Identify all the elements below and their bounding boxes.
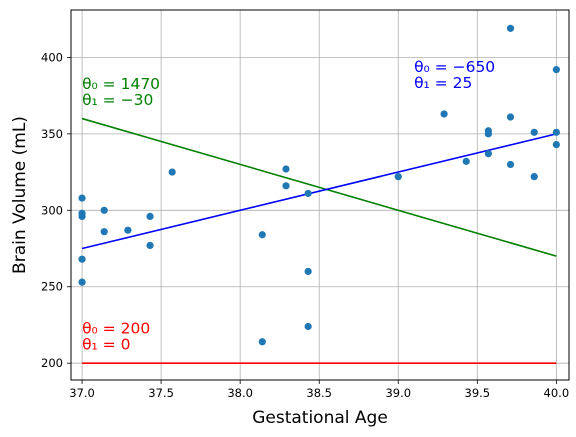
- data-point: [100, 228, 108, 236]
- y-tick-label: 250: [41, 280, 63, 294]
- theta1-label: θ₁ = −30: [82, 91, 153, 109]
- data-point: [462, 157, 470, 165]
- x-tick-label: 37.5: [148, 386, 174, 400]
- data-point: [552, 128, 560, 136]
- data-point: [146, 212, 154, 221]
- grid: [71, 10, 569, 380]
- theta0-label: θ₀ = 200: [82, 319, 150, 337]
- theta0-label: θ₀ = −650: [414, 58, 495, 76]
- y-tick-label: 200: [41, 356, 63, 370]
- data-point: [258, 231, 266, 239]
- x-axis-label: Gestational Age: [252, 408, 388, 428]
- data-point: [304, 322, 312, 331]
- data-point: [78, 194, 86, 202]
- x-tick-label: 40.0: [544, 386, 570, 400]
- data-point: [100, 206, 108, 214]
- theta1-label: θ₁ = 25: [414, 74, 472, 92]
- theta0-label: θ₀ = 1470: [82, 75, 160, 93]
- plot-frame: [70, 9, 570, 381]
- y-axis-label: Brain Volume (mL): [10, 116, 30, 274]
- data-point: [552, 140, 560, 149]
- x-tick-label: 39.5: [465, 386, 491, 400]
- fit-line: [81, 117, 557, 257]
- data-point: [506, 160, 515, 169]
- data-point: [530, 173, 538, 181]
- data-point: [440, 110, 448, 118]
- y-tick-label: 300: [41, 203, 63, 217]
- data-point: [506, 24, 515, 32]
- data-points: [78, 24, 560, 346]
- data-point: [394, 173, 402, 181]
- data-point: [304, 189, 312, 198]
- data-point: [506, 113, 515, 121]
- x-tick-label: 39.0: [385, 386, 411, 400]
- theta1-label: θ₁ = 0: [82, 335, 130, 353]
- data-point: [78, 255, 86, 263]
- data-point: [530, 128, 538, 136]
- data-point: [124, 226, 132, 234]
- data-point: [484, 150, 492, 158]
- fit-line: [81, 133, 557, 250]
- data-point: [552, 66, 560, 74]
- ticks: 37.0 37.5 38.0 38.5 39.0 39.5 40.0 200 250 300 350…: [41, 50, 569, 400]
- y-tick-label: 350: [41, 127, 63, 141]
- data-point: [146, 241, 154, 250]
- x-tick-label: 38.5: [306, 386, 332, 400]
- data-point: [258, 338, 266, 346]
- data-point: [168, 168, 176, 176]
- data-point: [282, 165, 290, 173]
- y-tick-label: 400: [41, 50, 63, 64]
- data-point: [78, 278, 86, 286]
- data-point: [484, 130, 492, 138]
- x-tick-label: 37.0: [69, 386, 95, 400]
- data-point: [78, 212, 86, 221]
- fit-lines: [81, 117, 557, 364]
- data-point: [304, 267, 312, 276]
- data-point: [282, 182, 290, 190]
- x-tick-label: 38.0: [227, 386, 253, 400]
